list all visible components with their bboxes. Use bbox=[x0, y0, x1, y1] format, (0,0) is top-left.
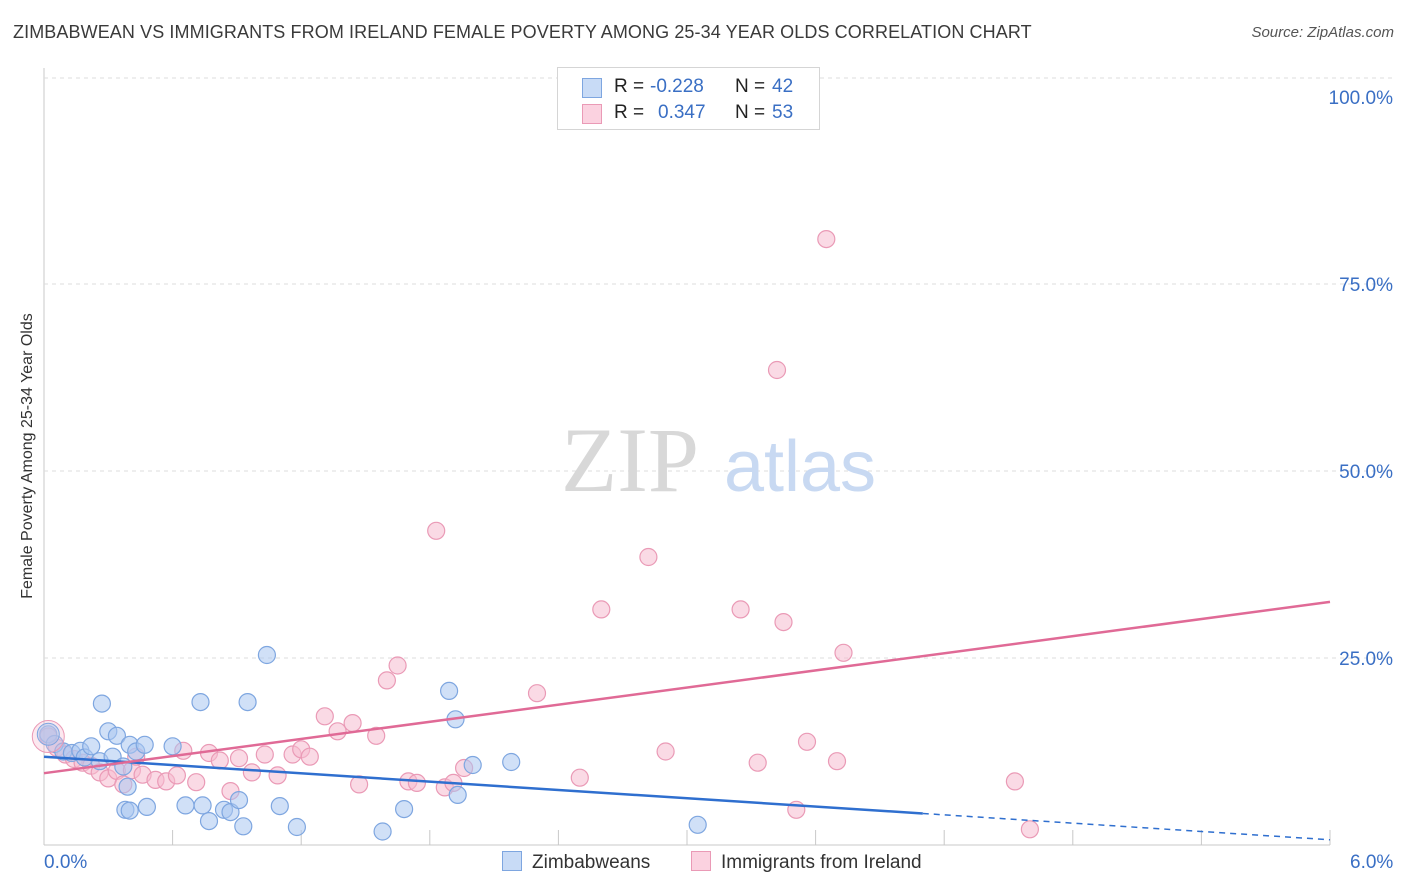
legend-swatch-pink bbox=[582, 104, 602, 124]
legend-r-value: 0.347 bbox=[658, 102, 706, 123]
legend-n-label: N = bbox=[735, 102, 766, 123]
zimbabwean-point bbox=[137, 797, 156, 817]
legend-swatch-blue bbox=[502, 851, 522, 871]
y-tick-label: 100.0% bbox=[1329, 88, 1394, 109]
y-tick-label: 75.0% bbox=[1339, 275, 1393, 296]
chart-title: ZIMBABWEAN VS IMMIGRANTS FROM IRELAND FE… bbox=[13, 22, 1032, 42]
ireland-point bbox=[343, 713, 362, 733]
ireland-point bbox=[388, 656, 407, 675]
ireland-point bbox=[639, 547, 658, 567]
ireland-point bbox=[167, 766, 186, 785]
correlation-legend: R = -0.228 N = 42 R = 0.347 N = 53 bbox=[557, 67, 820, 130]
ireland-point bbox=[255, 745, 274, 764]
legend-n-value: 42 bbox=[772, 76, 794, 97]
zimbabwean-point bbox=[373, 822, 392, 841]
zimbabwean-point bbox=[257, 645, 276, 665]
legend-label-zimbabweans: Zimbabweans bbox=[532, 852, 651, 873]
zimbabwean-point bbox=[448, 785, 467, 805]
zimbabwean-point bbox=[120, 801, 139, 820]
legend-n-label: N = bbox=[735, 76, 766, 97]
ireland-point bbox=[570, 768, 589, 787]
y-tick-label: 25.0% bbox=[1339, 649, 1393, 670]
ireland-point bbox=[748, 753, 767, 772]
legend-r-label: R = bbox=[614, 76, 645, 97]
ireland-point bbox=[827, 752, 847, 771]
zimbabwean-point bbox=[82, 737, 101, 756]
ireland-point bbox=[834, 643, 853, 662]
ireland-point bbox=[187, 773, 206, 792]
ireland-point bbox=[328, 722, 347, 741]
zimbabwean-trend-extension bbox=[922, 812, 1331, 841]
zimbabwean-point bbox=[193, 796, 212, 815]
ireland-trend-line bbox=[43, 600, 1331, 775]
legend-r-label: R = bbox=[614, 102, 645, 123]
ireland-point bbox=[229, 749, 249, 768]
zimbabwean-point bbox=[440, 681, 459, 701]
zimbabwean-point bbox=[191, 692, 210, 712]
zimbabwean-point bbox=[395, 799, 414, 819]
watermark: ZIP atlas bbox=[561, 409, 876, 511]
zimbabwean-point bbox=[163, 737, 182, 756]
x-tick-max: 6.0% bbox=[1350, 852, 1394, 873]
ireland-point bbox=[731, 600, 750, 619]
ireland-point bbox=[377, 671, 396, 690]
zimbabwean-point bbox=[135, 735, 154, 754]
zimbabwean-point bbox=[238, 692, 257, 712]
zimbabwean-trend-line bbox=[43, 755, 923, 815]
zimbabwean-point bbox=[199, 811, 219, 831]
zimbabwean-point bbox=[688, 815, 707, 834]
zimbabwean-point bbox=[502, 752, 521, 772]
zimbabwean-point bbox=[36, 722, 60, 746]
legend-swatch-pink bbox=[691, 851, 711, 871]
source-label: Source: ZipAtlas.com bbox=[1251, 24, 1394, 41]
ireland-point bbox=[242, 763, 261, 782]
y-tick-labels: 25.0% 50.0% 75.0% 100.0% bbox=[1329, 88, 1394, 670]
ireland-point bbox=[797, 732, 817, 751]
ireland-point bbox=[656, 742, 675, 761]
zimbabwean-point bbox=[92, 694, 112, 713]
zimbabwean-point bbox=[287, 817, 306, 837]
x-tick-min: 0.0% bbox=[44, 852, 88, 873]
legend-swatch-blue bbox=[582, 78, 602, 98]
legend-r-value: -0.228 bbox=[650, 76, 704, 97]
y-axis-label: Female Poverty Among 25-34 Year Olds bbox=[19, 313, 36, 599]
ireland-point bbox=[407, 773, 426, 793]
ireland-point bbox=[315, 707, 334, 726]
ireland-point bbox=[367, 726, 386, 745]
legend-n-value: 53 bbox=[772, 102, 794, 123]
zimbabwean-point bbox=[107, 726, 127, 745]
bottom-legend-ireland: Immigrants from Ireland bbox=[691, 851, 922, 874]
ireland-point bbox=[774, 612, 793, 632]
zimbabwean-point bbox=[118, 777, 137, 796]
watermark-atlas: atlas bbox=[724, 427, 876, 507]
ireland-point bbox=[268, 766, 287, 785]
zimbabwean-point bbox=[176, 796, 195, 815]
ireland-point bbox=[1020, 820, 1040, 839]
gridlines bbox=[43, 68, 1392, 846]
ireland-point bbox=[31, 720, 65, 754]
ireland-point bbox=[427, 521, 446, 540]
ireland-point bbox=[527, 684, 547, 703]
trend-lines bbox=[43, 600, 1331, 841]
zimbabwean-point bbox=[229, 790, 249, 810]
ireland-point bbox=[592, 600, 611, 619]
legend-label-ireland: Immigrants from Ireland bbox=[721, 852, 922, 873]
zimbabwean-point bbox=[270, 796, 289, 816]
bottom-legend-zimbabweans: Zimbabweans bbox=[502, 851, 650, 874]
zimbabwean-point bbox=[234, 817, 253, 836]
y-tick-label: 50.0% bbox=[1339, 462, 1393, 483]
ireland-point bbox=[817, 230, 836, 249]
zimbabwean-point bbox=[463, 755, 482, 775]
watermark-zip: ZIP bbox=[561, 409, 699, 511]
ireland-point bbox=[1005, 772, 1025, 791]
ireland-point bbox=[300, 747, 319, 766]
ireland-point bbox=[767, 360, 787, 380]
data-points bbox=[31, 230, 1040, 841]
